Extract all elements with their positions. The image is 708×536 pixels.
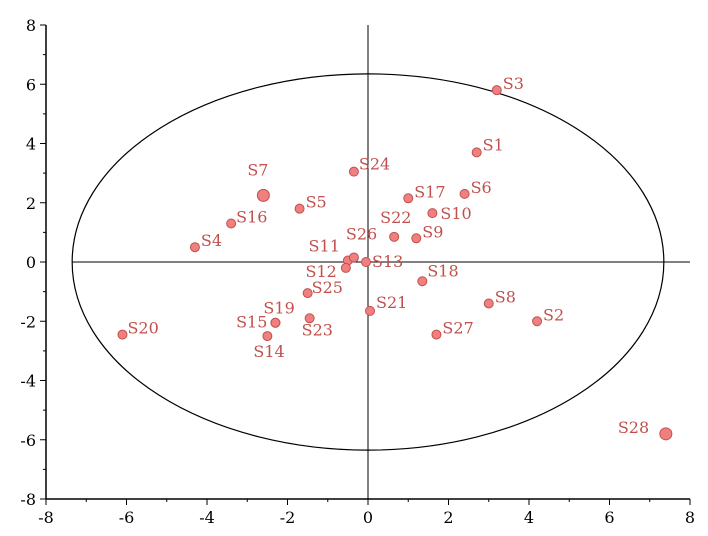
point-s10	[427, 208, 438, 219]
point-s27	[431, 329, 442, 340]
x-tick-label: -8	[38, 508, 54, 527]
label-s4: S4	[201, 231, 222, 250]
label-s9: S9	[422, 222, 443, 241]
y-tick-label: 0	[26, 253, 36, 272]
y-tick-label: 6	[26, 75, 36, 94]
label-s24: S24	[359, 155, 390, 174]
point-s25	[302, 288, 313, 299]
label-s26: S26	[346, 225, 377, 244]
point-s16	[226, 218, 237, 229]
point-s5	[294, 203, 305, 214]
point-s4	[189, 242, 200, 253]
x-tick-label: -4	[199, 508, 215, 527]
label-s27: S27	[442, 319, 473, 338]
tick-labels: -8 -6 -4 -2 0 2 4 6 8 8 6 4 2 0 -2 -4 -6 -8	[20, 16, 695, 527]
label-s19: S19	[263, 299, 294, 318]
label-s16: S16	[236, 207, 267, 226]
point-s22	[389, 231, 400, 242]
label-s10: S10	[440, 204, 471, 223]
label-s7: S7	[247, 160, 268, 179]
point-s18	[417, 276, 428, 287]
label-s13: S13	[372, 252, 403, 271]
y-tick-label: 8	[26, 16, 36, 35]
label-s21: S21	[376, 293, 407, 312]
point-s28	[659, 427, 673, 441]
y-tick-label: 4	[26, 135, 36, 154]
point-s8	[483, 298, 494, 309]
data-points	[117, 85, 673, 441]
y-tick-label: 2	[26, 194, 36, 213]
label-s25: S25	[312, 278, 343, 297]
label-s12: S12	[306, 262, 337, 281]
label-s20: S20	[127, 319, 158, 338]
x-tick-label: 6	[604, 508, 614, 527]
x-tick-label: 2	[443, 508, 453, 527]
point-s13	[360, 257, 371, 267]
label-s1: S1	[483, 135, 504, 154]
point-s20	[117, 329, 128, 340]
label-s15: S15	[236, 313, 267, 332]
x-tick-label: -6	[119, 508, 135, 527]
x-tick-label: -2	[280, 508, 296, 527]
point-s17	[403, 193, 414, 204]
point-s1	[471, 147, 482, 158]
x-tick-label: 4	[524, 508, 534, 527]
point-s3	[491, 85, 502, 96]
point-s9	[411, 233, 422, 244]
label-s2: S2	[543, 305, 564, 324]
point-s6	[459, 188, 470, 199]
point-s24	[348, 166, 359, 177]
y-tick-label: -6	[20, 431, 36, 450]
point-s21	[365, 305, 376, 316]
y-tick-label: -4	[20, 372, 36, 391]
label-s28: S28	[618, 418, 649, 437]
point-s23	[304, 313, 315, 324]
x-tick-label: 8	[685, 508, 695, 527]
x-tick-label: 0	[363, 508, 373, 527]
label-s3: S3	[503, 74, 524, 93]
point-s2	[532, 316, 543, 327]
point-s19	[270, 317, 281, 328]
label-s14: S14	[253, 342, 284, 361]
y-tick-label: -8	[20, 490, 36, 509]
label-s6: S6	[471, 178, 492, 197]
y-tick-label: -2	[20, 312, 36, 331]
label-s11: S11	[309, 237, 340, 256]
point-s12	[340, 262, 351, 273]
label-s5: S5	[306, 193, 327, 212]
label-s17: S17	[414, 182, 445, 201]
label-s22: S22	[380, 208, 411, 227]
point-s7	[256, 188, 270, 202]
label-s18: S18	[427, 261, 458, 280]
point-s26	[348, 252, 359, 263]
label-s8: S8	[495, 287, 516, 306]
point-s14	[262, 331, 273, 342]
label-s23: S23	[302, 320, 333, 339]
